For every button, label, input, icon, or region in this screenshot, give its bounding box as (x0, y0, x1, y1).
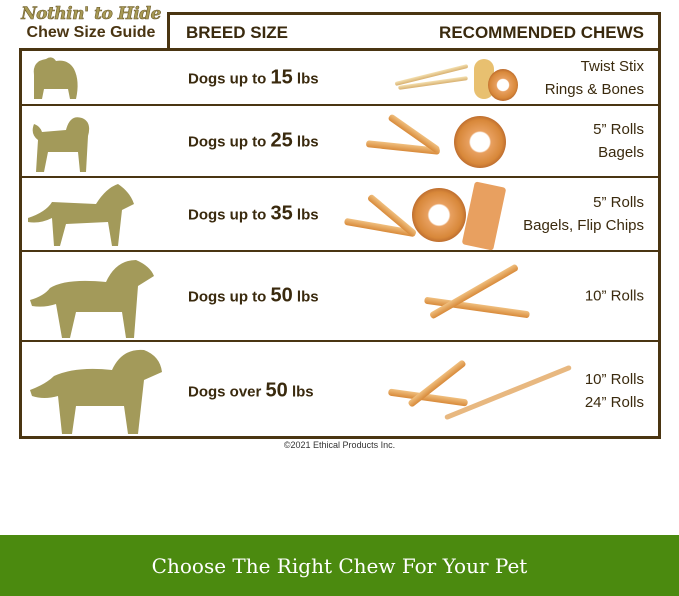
xlarge-dog-icon (30, 260, 154, 338)
chew-name: Rings & Bones (544, 80, 644, 98)
recommended-chews-header: RECOMMENDED CHEWS (439, 22, 644, 42)
small-dog-icon (33, 57, 78, 99)
medium-dog-icon (32, 117, 90, 172)
breed-size-label: Dogs over 50 lbs (188, 379, 314, 401)
giant-dog-icon (30, 349, 162, 434)
table-row: Dogs up to 50 lbs 10” Rolls (22, 252, 658, 342)
table-row: Dogs up to 15 lbs Twist Stix Rings & Bone… (22, 51, 658, 106)
breed-size-label: Dogs up to 35 lbs (188, 202, 319, 225)
chew-name: 5” Rolls (593, 194, 644, 211)
table-row: Dogs over 50 lbs 10” Rolls 24” Rolls (22, 342, 658, 439)
chew-name: Bagels, Flip Chips (523, 217, 644, 234)
bagel-image (412, 188, 466, 242)
large-dog-icon (28, 184, 134, 246)
chew-list: 5” Rolls Bagels (593, 118, 644, 164)
breed-size-label: Dogs up to 50 lbs (188, 284, 319, 307)
breed-size-label: Dogs up to 25 lbs (188, 129, 319, 152)
long-roll-image (444, 364, 572, 421)
chew-name: 10” Rolls (584, 287, 644, 305)
table-row: Dogs up to 25 lbs 5” Rolls Bagels (22, 106, 658, 178)
chew-list: 10” Rolls (585, 285, 644, 308)
chew-name: 5” Rolls (593, 121, 644, 138)
chew-list: 5” Rolls Bagels, Flip Chips (523, 191, 644, 237)
chew-list: 10” Rolls 24” Rolls (585, 368, 644, 414)
guide-title: Chew Size Guide (26, 24, 156, 41)
ring-image (488, 69, 518, 101)
table-header: BREED SIZE RECOMMENDED CHEWS (167, 12, 661, 50)
chew-name: Twist Stix (580, 57, 644, 75)
chew-list: Twist Stix Rings & Bones (545, 55, 644, 101)
banner-text: Choose The Right Chew For Your Pet (151, 553, 528, 578)
breed-size-header: BREED SIZE (186, 22, 289, 42)
bagel-image (454, 116, 506, 168)
banner: Choose The Right Chew For Your Pet (0, 535, 679, 596)
copyright: ©2021 Ethical Products Inc. (283, 440, 396, 450)
logo: Nothin' to Hide Chew Size Guide (20, 4, 162, 42)
chew-name: Bagels (598, 144, 644, 161)
chew-size-table: Dogs up to 15 lbs Twist Stix Rings & Bone… (19, 48, 661, 439)
table-row: Dogs up to 35 lbs 5” Rolls Bagels, Flip C… (22, 178, 658, 252)
chew-name: 10” Rolls (584, 370, 644, 388)
breed-size-label: Dogs up to 15 lbs (188, 66, 319, 88)
chew-name: 24” Rolls (584, 393, 644, 411)
brand-logo: Nothin' to Hide (21, 4, 162, 25)
flip-chip-image (461, 181, 507, 251)
